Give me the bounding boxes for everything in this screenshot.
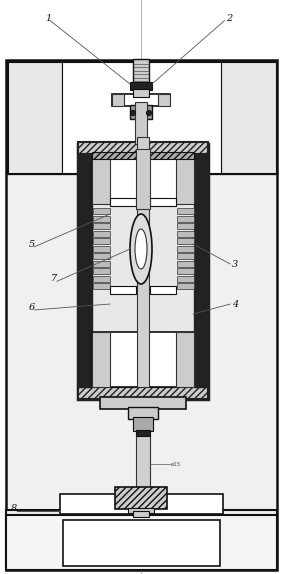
Bar <box>110 198 136 206</box>
Bar <box>100 397 186 409</box>
Bar <box>93 223 110 229</box>
Bar <box>78 142 208 154</box>
Bar <box>177 215 194 222</box>
Bar <box>6 60 277 570</box>
Bar <box>6 510 277 570</box>
Bar <box>130 105 152 119</box>
Bar <box>177 268 194 274</box>
Bar <box>177 261 194 266</box>
Bar <box>8 62 275 174</box>
Bar <box>93 253 110 259</box>
Text: 1: 1 <box>45 14 52 22</box>
Bar <box>92 154 194 204</box>
Bar <box>177 283 194 289</box>
Bar <box>177 231 194 236</box>
Bar <box>110 286 136 294</box>
Bar <box>221 62 276 174</box>
Bar <box>92 332 110 387</box>
Bar <box>176 332 194 387</box>
Bar <box>130 82 152 90</box>
Bar <box>177 246 194 251</box>
Bar <box>135 102 147 144</box>
Bar <box>93 268 110 274</box>
Ellipse shape <box>147 111 151 115</box>
Bar <box>128 407 158 419</box>
Bar <box>136 430 150 436</box>
Text: 7: 7 <box>51 274 57 283</box>
Text: 8: 8 <box>11 504 18 513</box>
Bar <box>133 89 149 97</box>
Bar <box>177 223 194 229</box>
Bar <box>177 238 194 244</box>
Bar <box>177 208 194 214</box>
Text: 6: 6 <box>28 303 35 312</box>
Bar <box>62 62 221 174</box>
Text: 3: 3 <box>232 260 238 269</box>
Bar <box>137 137 149 387</box>
Bar <box>92 152 194 159</box>
Bar <box>93 208 110 214</box>
Bar <box>93 246 110 251</box>
Bar <box>63 520 220 566</box>
Bar <box>8 62 62 174</box>
Bar <box>136 434 150 489</box>
Bar <box>60 494 223 514</box>
Bar <box>93 231 110 236</box>
Bar <box>93 283 110 289</box>
Bar <box>133 511 149 517</box>
Bar <box>78 387 208 399</box>
Bar <box>93 238 110 244</box>
Bar <box>177 253 194 259</box>
Text: 2: 2 <box>226 14 233 22</box>
Bar <box>93 276 110 281</box>
Bar <box>176 154 194 204</box>
Bar <box>150 286 176 294</box>
Text: ø15: ø15 <box>171 461 181 467</box>
Ellipse shape <box>130 214 152 284</box>
Bar <box>150 198 176 206</box>
Text: 4: 4 <box>232 300 238 309</box>
Ellipse shape <box>135 229 147 269</box>
Bar <box>92 154 110 204</box>
Bar <box>177 276 194 281</box>
Bar <box>93 261 110 266</box>
Bar <box>128 508 154 513</box>
Bar <box>78 144 208 399</box>
Bar <box>158 94 170 106</box>
Text: 5: 5 <box>28 240 35 249</box>
Bar <box>6 515 277 570</box>
Bar <box>112 94 124 106</box>
Bar <box>133 417 153 431</box>
Bar <box>92 332 194 387</box>
Bar <box>93 215 110 222</box>
Bar <box>78 154 92 387</box>
Bar <box>136 149 150 209</box>
Bar <box>112 94 170 106</box>
Bar <box>115 487 167 509</box>
Bar <box>133 59 149 84</box>
Ellipse shape <box>130 111 136 115</box>
Bar <box>194 154 208 387</box>
